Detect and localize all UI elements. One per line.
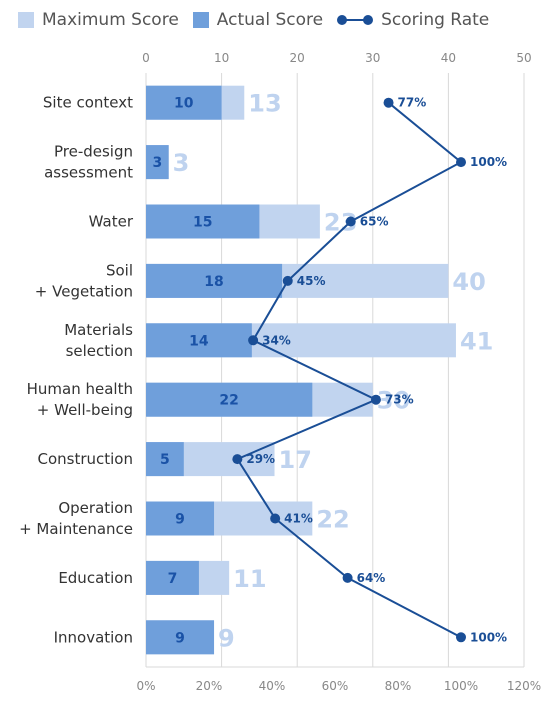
- category-label-human-health-well-being: + Well-being: [37, 401, 133, 419]
- scoring-rate-point: [370, 394, 381, 405]
- category-label-soil-vegetation: + Vegetation: [35, 282, 133, 300]
- legend-label-actual-score: Actual Score: [216, 10, 324, 30]
- bottom-axis-tick-label: 80%: [385, 679, 412, 693]
- bottom-axis-tick-label: 20%: [196, 679, 223, 693]
- top-axis-tick-label: 30: [365, 51, 380, 65]
- actual-score-bar: [146, 323, 252, 358]
- scoring-rate-label: 65%: [360, 215, 389, 229]
- bottom-axis-tick-label: 40%: [259, 679, 286, 693]
- category-label-site-context: Site context: [43, 94, 133, 112]
- actual-score-bar: [146, 85, 222, 120]
- bottom-axis-tick-label: 60%: [322, 679, 349, 693]
- scoring-rate-label: 41%: [284, 512, 313, 526]
- actual-score-bar: [146, 442, 184, 477]
- actual-score-label: 22: [219, 393, 238, 409]
- scoring-rate-point: [282, 275, 293, 286]
- max-score-label: 13: [248, 90, 281, 118]
- scoring-rate-label: 34%: [262, 333, 291, 347]
- bottom-axis-tick-label: 100%: [444, 679, 478, 693]
- scoring-rate-line: [235, 101, 463, 639]
- scoring-rate-label: 100%: [470, 630, 507, 644]
- scoring-rate-point: [270, 513, 281, 524]
- scoring-rate-point: [248, 335, 259, 346]
- top-axis-tick-label: 40: [441, 51, 456, 65]
- category-label-operation-maintenance: Operation: [58, 499, 133, 517]
- top-axis-tick-label: 10: [214, 51, 229, 65]
- actual-score-bar: [146, 204, 260, 239]
- category-label-construction: Construction: [37, 450, 133, 468]
- scoring-rate-label: 29%: [246, 452, 275, 466]
- scoring-rate-point: [456, 157, 466, 168]
- actual-score-bar: [146, 501, 215, 536]
- legend-item-scoring-rate: Scoring Rate: [337, 10, 489, 30]
- category-label-innovation: Innovation: [54, 628, 133, 646]
- actual-score-bar: [146, 263, 283, 298]
- max-score-label: 17: [279, 446, 312, 474]
- actual-score-label: 7: [168, 571, 178, 587]
- actual-score-label: 3: [152, 155, 162, 171]
- maximum-score-swatch: [18, 12, 34, 28]
- max-score-label: 3: [173, 149, 190, 177]
- category-label-materials-selection: selection: [66, 342, 133, 360]
- bottom-axis-tick-label: 0%: [136, 679, 155, 693]
- max-score-label: 41: [460, 327, 493, 355]
- top-axis-tick-label: 50: [516, 51, 531, 65]
- legend-item-actual-score: Actual Score: [192, 10, 324, 30]
- actual-score-label: 18: [204, 274, 223, 290]
- legend: Maximum Score Actual Score Scoring Rate: [18, 8, 503, 32]
- bottom-axis-tick-label: 120%: [507, 679, 541, 693]
- actual-score-swatch: [192, 12, 209, 28]
- max-score-label: 9: [218, 624, 235, 652]
- category-label-pre-design-assessment: assessment: [44, 164, 133, 182]
- scoring-rate-label: 64%: [357, 571, 386, 585]
- actual-score-bar: [146, 145, 169, 180]
- actual-score-label: 9: [175, 512, 185, 528]
- scoring-rate-label: 100%: [470, 155, 507, 169]
- scoring-rate-label: 45%: [297, 274, 326, 288]
- max-score-label: 11: [233, 565, 266, 593]
- legend-label-maximum-score: Maximum Score: [42, 10, 179, 30]
- legend-item-maximum-score: Maximum Score: [18, 10, 179, 30]
- category-label-pre-design-assessment: Pre-design: [54, 143, 133, 161]
- actual-score-label: 10: [174, 96, 194, 112]
- actual-score-label: 9: [175, 630, 185, 646]
- scoring-rate-point: [456, 632, 466, 643]
- scoring-rate-point: [345, 216, 356, 227]
- scoring-rate-point: [232, 454, 243, 465]
- top-axis-tick-label: 0: [142, 51, 150, 65]
- scoring-rate-label: 73%: [385, 393, 414, 407]
- actual-score-label: 15: [193, 215, 212, 231]
- scoring-rate-swatch: [337, 12, 374, 28]
- actual-score-bar: [146, 560, 199, 595]
- scoring-rate-point: [342, 572, 353, 583]
- actual-score-bar: [146, 382, 313, 417]
- actual-score-bar: [146, 620, 215, 655]
- scoring-rate-point: [383, 97, 394, 108]
- scoring-rate-label: 77%: [398, 96, 427, 110]
- max-score-label: 30: [377, 387, 410, 415]
- legend-label-scoring-rate: Scoring Rate: [381, 10, 490, 30]
- category-label-education: Education: [58, 569, 133, 587]
- actual-score-label: 5: [160, 452, 170, 468]
- actual-score-label: 14: [189, 333, 209, 349]
- max-score-label: 40: [452, 268, 485, 296]
- category-label-soil-vegetation: Soil: [106, 261, 133, 279]
- max-score-label: 22: [316, 506, 349, 534]
- category-label-human-health-well-being: Human health: [27, 380, 133, 398]
- category-label-operation-maintenance: + Maintenance: [19, 520, 133, 538]
- category-label-water: Water: [89, 213, 134, 231]
- top-axis-tick-label: 20: [290, 51, 305, 65]
- category-label-materials-selection: Materials: [64, 321, 133, 339]
